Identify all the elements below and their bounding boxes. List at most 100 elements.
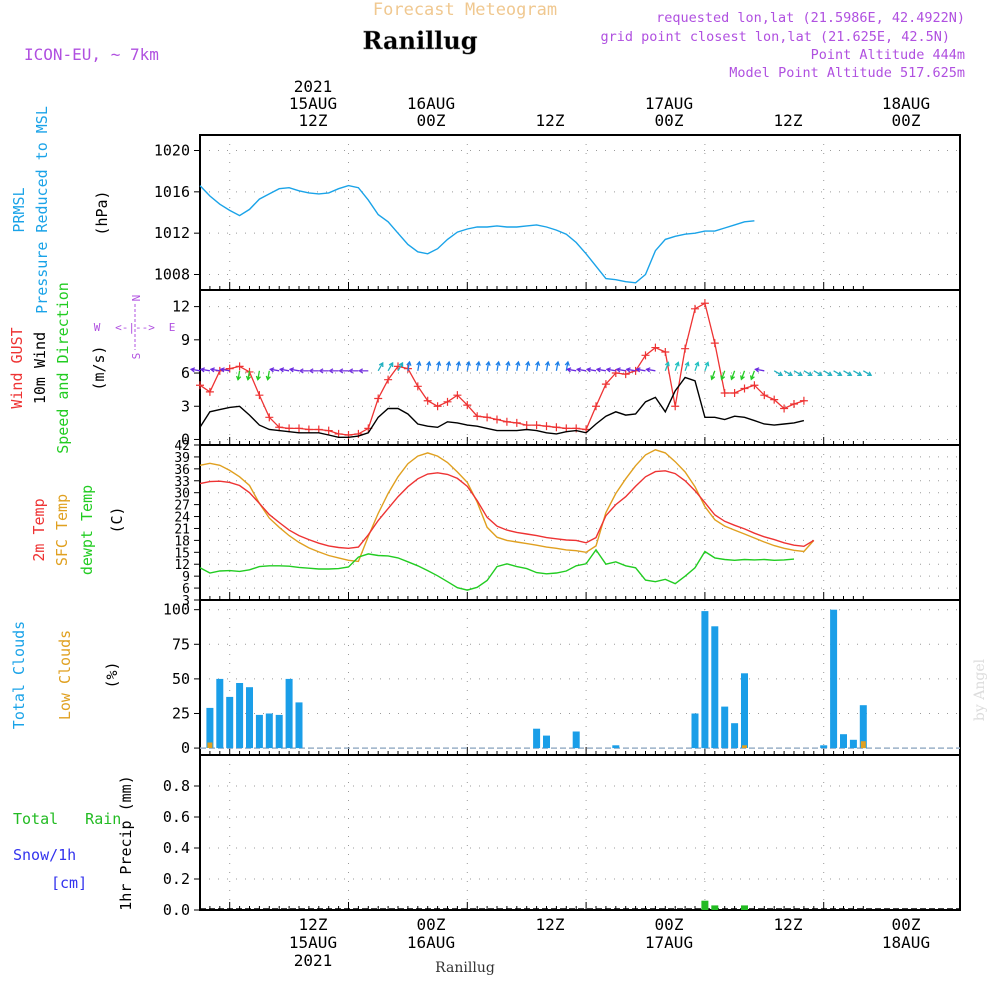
- wind-gust-point: [453, 391, 462, 400]
- wind-direction-arrow: [200, 368, 211, 372]
- credit-label: by Angel: [972, 658, 988, 721]
- wind-gust-point: [750, 381, 759, 390]
- total-clouds-bar: [236, 683, 244, 748]
- wind-gust-point: [710, 339, 719, 348]
- temp-panel-labels: 2m Temp SFC Temp dewpt Temp (C): [30, 485, 126, 575]
- wind-direction-arrowhead: [475, 360, 481, 366]
- bottom-label-4-date: 17AUG: [645, 933, 693, 952]
- y-tick-label: 0.8: [163, 777, 190, 795]
- temp-2m-label: 2m Temp: [30, 498, 48, 561]
- wind-direction-arrowhead: [308, 368, 314, 374]
- wind-direction-arrow: [191, 368, 201, 372]
- wind-direction-arrowhead: [288, 367, 295, 373]
- y-tick-label: 3: [181, 397, 190, 415]
- total-clouds-bar: [721, 706, 729, 749]
- y-tick-label: 1008: [154, 266, 190, 284]
- total-clouds-bar: [701, 611, 709, 749]
- wind-direction-arrowhead: [525, 360, 531, 366]
- wind-direction-arrow: [247, 370, 251, 380]
- wind-direction-arrow: [684, 362, 689, 372]
- total-clouds-bar: [226, 696, 234, 749]
- wind-direction-arrowhead: [328, 368, 334, 374]
- wind-direction-arrow: [526, 361, 529, 371]
- bottom-label-1-date: 15AUG: [289, 933, 337, 952]
- info-requested: requested lon,lat (21.5986E, 42.4922N): [656, 10, 965, 26]
- low-clouds-bar: [207, 742, 213, 748]
- snow-unit-label: [cm]: [51, 874, 87, 892]
- prmsl-label: PRMSL: [10, 187, 28, 232]
- y-tick-label: 0: [181, 430, 190, 448]
- total-clouds-bar: [265, 713, 273, 749]
- wind-direction-arrowhead: [358, 368, 364, 374]
- wind-gust-point: [790, 400, 798, 409]
- top-label-5-hour: 12Z: [774, 111, 803, 130]
- info-grid-point: grid point closest lon,lat (21.625E, 42.…: [601, 29, 951, 45]
- wind-direction-arrowhead: [827, 371, 833, 377]
- clouds-panel-labels: Total Clouds Low Clouds (%) by Angel: [10, 621, 988, 729]
- y-tick-label: 24: [174, 511, 190, 526]
- wind-direction-arrow: [436, 361, 440, 371]
- total-clouds-bar: [741, 673, 748, 748]
- pressure-line: [199, 184, 755, 284]
- wind-gust-point: [770, 395, 779, 404]
- wind-direction-arrowhead: [664, 361, 670, 367]
- total-clouds-bar: [216, 678, 224, 749]
- total-clouds-bar: [533, 728, 541, 749]
- bottom-label-4-hour: 00Z: [655, 915, 684, 934]
- wind-unit-label: (m/s): [90, 345, 108, 390]
- wind-direction-arrow: [555, 361, 559, 371]
- wind-gust-point: [512, 418, 521, 427]
- wind-direction-arrow: [740, 370, 746, 380]
- top-label-2-date: 16AUG: [407, 94, 455, 113]
- wind-direction-arrowhead: [235, 375, 242, 381]
- wind-direction-arrow: [606, 368, 616, 372]
- rain-bar: [711, 905, 719, 910]
- total-clouds-bar: [572, 731, 580, 749]
- wind-gust-point: [225, 364, 234, 373]
- low-clouds-label: Low Clouds: [56, 630, 74, 720]
- temp-dewpt-label: dewpt Temp: [78, 485, 96, 575]
- wind-direction-arrow: [750, 370, 756, 380]
- y-tick-label: 75: [172, 635, 190, 653]
- wind-direction-arrowhead: [710, 375, 716, 381]
- wind-direction-arrowhead: [505, 360, 511, 366]
- panel-precipitation: 0.0 0.2 0.4 0.6 0.8: [163, 754, 961, 919]
- wind-direction-arrow: [853, 370, 862, 376]
- wind-gust-point: [681, 344, 690, 353]
- y-tick-label: 33: [174, 475, 190, 490]
- wind-direction-arrowhead: [269, 367, 275, 373]
- rain-bar: [741, 905, 748, 910]
- wind-direction-arrowhead: [265, 375, 271, 381]
- wind-gust-point: [661, 348, 670, 356]
- wind-direction-arrow: [466, 361, 470, 371]
- panel-frame: [199, 754, 961, 911]
- precip-panel-labels: Total Rain Snow/1h [cm] 1hr Precip (mm): [13, 775, 135, 910]
- total-clouds-label: Total Clouds: [10, 621, 28, 729]
- wind-direction-arrowhead: [398, 361, 404, 368]
- wind-direction-arrowhead: [867, 371, 873, 377]
- wind-direction-arrow: [486, 361, 490, 371]
- wind-direction-arrow: [496, 361, 500, 371]
- model-label: ICON-EU, ~ 7km: [24, 45, 159, 64]
- wind-direction-arrowhead: [515, 360, 521, 366]
- y-tick-label: 30: [174, 487, 190, 502]
- wind-gust-point: [651, 343, 660, 352]
- wind-direction-arrow: [674, 362, 679, 372]
- wind-gust-point: [443, 397, 452, 406]
- wind-gust-point: [295, 424, 303, 433]
- wind-10m-line: [199, 376, 805, 438]
- wind-direction-arrowhead: [857, 371, 863, 377]
- sfc-temp-line: [199, 449, 815, 563]
- wind-gust-point: [522, 421, 531, 430]
- wind-direction-arrowhead: [635, 367, 641, 373]
- panel-frame: [199, 134, 961, 291]
- wind-direction-arrow: [793, 370, 803, 376]
- temp-sfc-label: SFC Temp: [53, 494, 71, 566]
- top-label-6-date: 18AUG: [882, 94, 930, 113]
- total-clouds-bar: [206, 707, 214, 748]
- wind-gust-point: [542, 422, 551, 431]
- y-tick-label: 27: [174, 499, 190, 514]
- wind-direction-arrowhead: [615, 367, 621, 373]
- precip-axis-label: 1hr Precip (mm): [117, 775, 135, 910]
